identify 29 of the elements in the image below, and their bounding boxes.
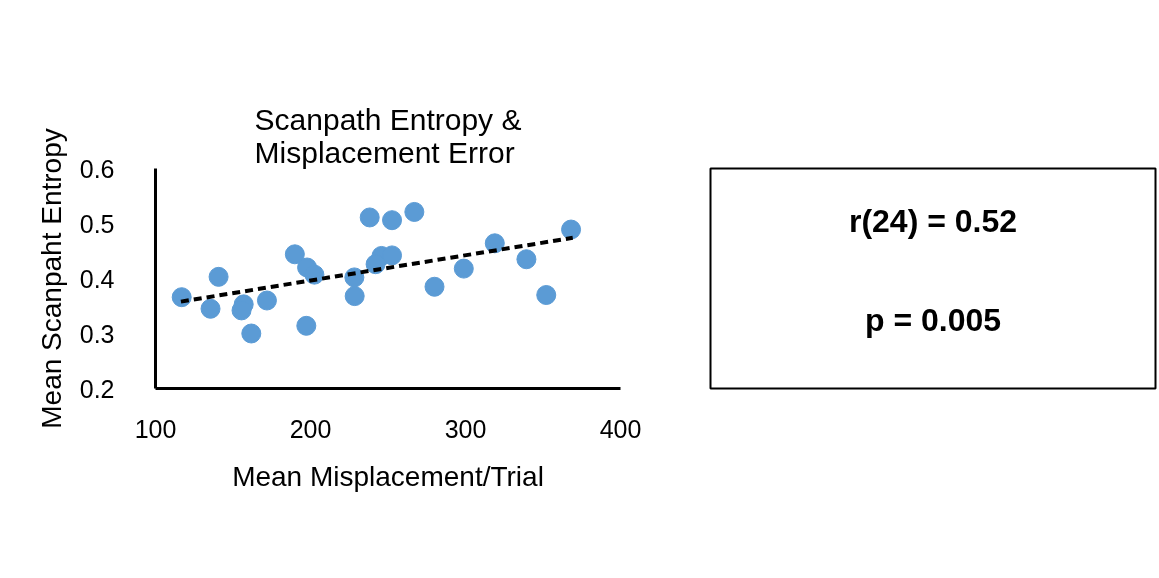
y-tick-label: 0.5 [79, 209, 115, 238]
y-tick-label: 0.4 [79, 264, 115, 293]
point [241, 323, 262, 344]
chart-title: Scanpath Entropy & Misplacement Error [254, 102, 522, 169]
y-axis-title: Mean Scanpaht Entropy [35, 128, 67, 429]
x-tick-label: 300 [444, 414, 487, 443]
point [284, 244, 305, 265]
point [516, 249, 537, 270]
x-axis-title: Mean Misplacement/Trial [232, 460, 544, 492]
y-tick-label: 0.3 [79, 319, 115, 348]
point [256, 290, 277, 311]
x-tick-label: 400 [599, 414, 642, 443]
point [561, 219, 582, 240]
text: r(24) = 0.52 [848, 203, 1018, 240]
point [208, 266, 229, 287]
text: p = 0.005 [864, 302, 1002, 339]
point [200, 298, 221, 319]
point [424, 276, 445, 297]
point [536, 285, 557, 305]
point [344, 286, 365, 307]
x-tick-label: 200 [289, 414, 332, 443]
point [359, 207, 380, 228]
y-tick-label: 0.2 [79, 374, 115, 403]
point [382, 210, 403, 231]
x-tick-label: 100 [134, 414, 177, 443]
y-tick-label: 0.6 [79, 154, 115, 183]
point [296, 315, 317, 336]
point [404, 201, 425, 222]
point [453, 258, 474, 279]
